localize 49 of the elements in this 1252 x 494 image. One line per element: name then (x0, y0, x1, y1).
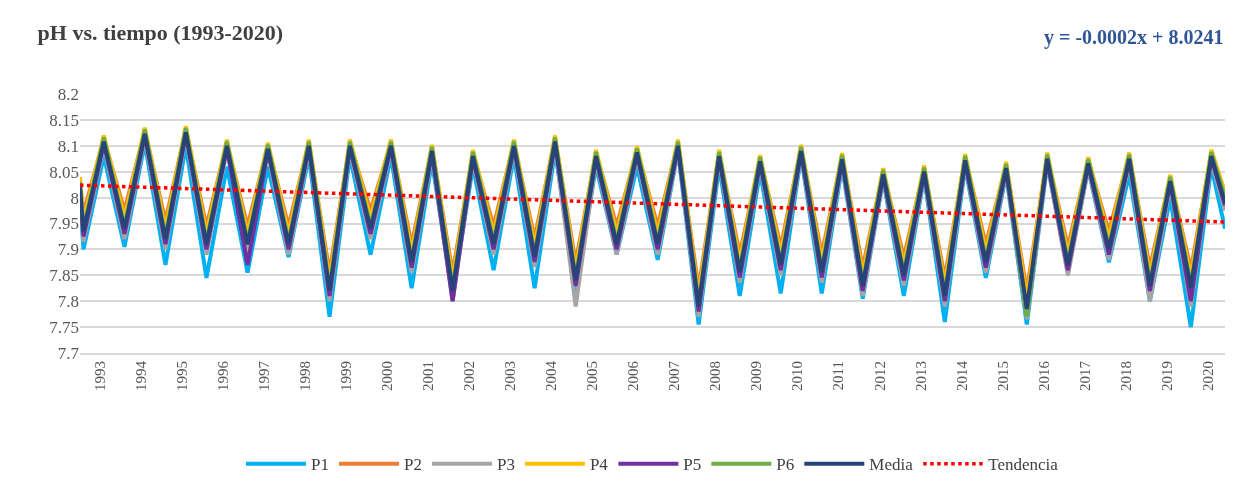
x-tick-label: 2015 (994, 361, 1011, 391)
x-tick-label: 2005 (584, 361, 601, 391)
x-tick-label: 1996 (215, 360, 232, 391)
y-tick-label: 7.85 (49, 266, 79, 286)
x-tick-label: 2017 (1076, 360, 1093, 391)
x-tick-label: 2001 (420, 361, 437, 391)
x-tick-label: 2011 (830, 361, 847, 391)
x-tick-label: 2006 (625, 360, 642, 391)
x-tick-label: 1994 (133, 360, 150, 391)
legend-label: P5 (683, 455, 702, 475)
x-tick-label: 1993 (92, 361, 109, 391)
x-tick-label: 2008 (707, 361, 724, 391)
y-tick-label: 7.7 (57, 343, 80, 363)
x-tick-label: 2007 (666, 360, 683, 391)
legend-label: P3 (496, 455, 515, 475)
text: y = -0.0002x + 8.0241 (1044, 26, 1224, 49)
legend-label: P4 (589, 455, 609, 475)
x-tick-label: 2020 (1199, 361, 1216, 391)
chart-title: pH vs. tiempo (1993-2020) (37, 20, 284, 46)
legend-label: Media (869, 455, 914, 475)
y-tick-label: 7.95 (49, 214, 79, 234)
x-tick-label: 2012 (871, 361, 888, 391)
legend-label: Tendencia (988, 455, 1059, 475)
y-tick-label: 8.1 (57, 136, 79, 156)
x-tick-label: 2004 (543, 360, 560, 391)
legend-label: P1 (311, 455, 329, 475)
y-tick-label: 7.9 (57, 240, 79, 260)
y-tick-label: 7.75 (49, 318, 79, 338)
x-tick-label: 2003 (502, 361, 519, 391)
x-tick-label: 2000 (379, 361, 396, 391)
y-tick-label: 8 (70, 188, 79, 208)
x-tick-label: 1999 (338, 361, 355, 391)
y-tick-label: 8.15 (49, 110, 79, 130)
x-tick-label: 2014 (953, 360, 970, 391)
x-tick-label: 2010 (789, 361, 806, 391)
y-tick-label: 7.8 (57, 292, 79, 312)
x-tick-label: 2009 (748, 361, 765, 391)
x-tick-label: 1998 (297, 361, 314, 391)
legend-label: P6 (776, 455, 795, 475)
x-tick-label: 2018 (1117, 361, 1134, 391)
x-tick-label: 2013 (912, 361, 929, 391)
legend-label: P2 (403, 455, 422, 475)
x-tick-label: 1995 (174, 361, 191, 391)
x-tick-label: 1997 (256, 360, 273, 391)
y-tick-label: 8.2 (57, 84, 79, 104)
x-tick-label: 2002 (461, 361, 478, 391)
x-tick-label: 2019 (1158, 361, 1175, 391)
x-tick-label: 2016 (1035, 360, 1052, 391)
y-tick-label: 8.05 (49, 162, 79, 182)
